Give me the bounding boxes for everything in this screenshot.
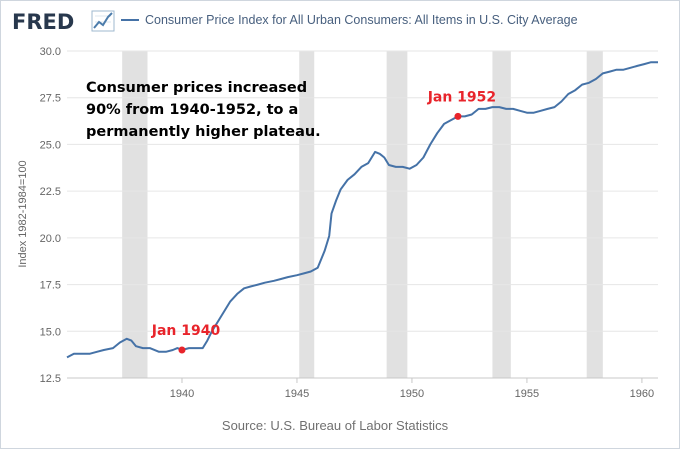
recession-band: [299, 51, 315, 378]
cpi-series-line: [66, 61, 658, 359]
y-tick-label: 17.5: [40, 280, 61, 292]
recession-band: [386, 51, 408, 378]
recession-bands: [122, 51, 603, 378]
x-tick-label: 1940: [170, 388, 194, 400]
marker-label: Jan 1940: [151, 323, 221, 339]
y-axis-label: Index 1982-1984=100: [17, 160, 29, 267]
fred-logo-text: FRED: [12, 10, 74, 34]
trend-line-icon: [91, 10, 115, 32]
x-tick-label: 1955: [515, 388, 539, 400]
callout-annotation: Consumer prices increased 90% from 1940-…: [86, 80, 321, 140]
marker-point: [454, 112, 462, 120]
annotation-markers: Jan 1940 Jan 1952: [151, 89, 496, 354]
recession-band: [586, 51, 603, 378]
y-tick-label: 22.5: [40, 186, 61, 198]
y-tick-label: 30.0: [40, 46, 61, 58]
x-tick-label: 1945: [285, 388, 309, 400]
x-axis: 1940 1945 1950 1955 1960: [67, 377, 658, 400]
fred-logo[interactable]: FRED: [12, 10, 115, 34]
callout-line-2: 90% from 1940-1952, to a: [86, 102, 298, 118]
y-tick-label: 27.5: [40, 93, 61, 105]
gridlines: [67, 50, 658, 332]
y-tick-label: 12.5: [40, 373, 61, 385]
recession-band: [492, 51, 511, 378]
y-tick-label: 25.0: [40, 139, 61, 151]
x-tick-label: 1950: [400, 388, 424, 400]
legend: Consumer Price Index for All Urban Consu…: [121, 13, 578, 27]
chart-title: Consumer Price Index for All Urban Consu…: [145, 13, 578, 27]
y-tick-label: 20.0: [40, 233, 61, 245]
marker-point: [178, 346, 186, 354]
callout-line-1: Consumer prices increased: [86, 80, 307, 96]
recession-band: [122, 51, 148, 378]
callout-line-3: permanently higher plateau.: [86, 124, 321, 140]
x-tick-label: 1960: [630, 388, 654, 400]
y-axis: 12.5 15.0 17.5 20.0 22.5 25.0 27.5 30.0: [40, 46, 61, 385]
marker-label: Jan 1952: [427, 89, 496, 105]
source-note: Source: U.S. Bureau of Labor Statistics: [222, 418, 449, 433]
y-tick-label: 15.0: [40, 326, 61, 338]
